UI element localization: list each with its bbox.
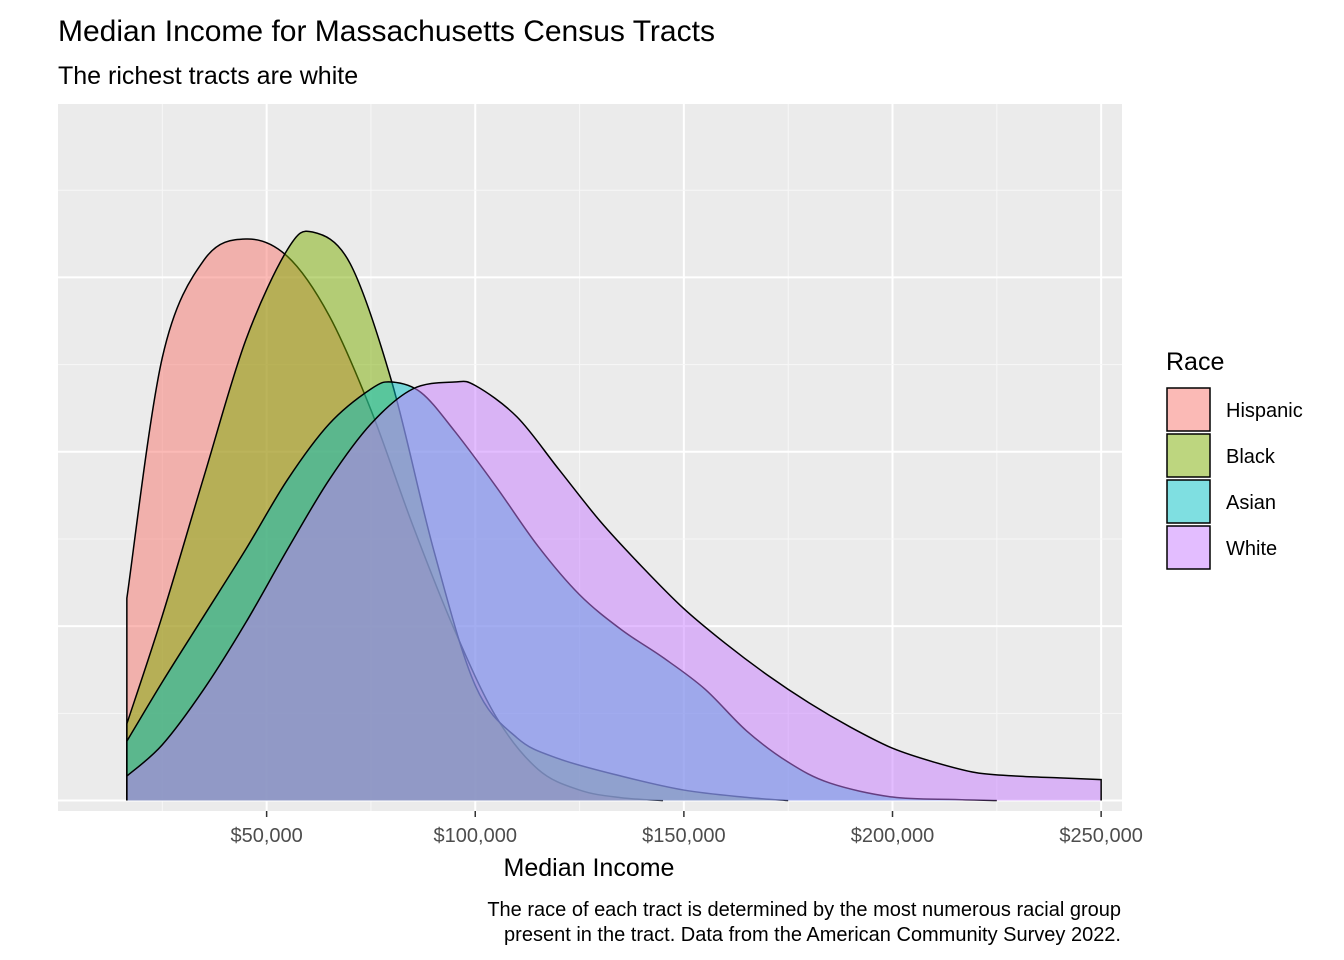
legend-label-black: Black <box>1226 446 1276 468</box>
legend-swatch-white <box>1166 525 1211 570</box>
x-tick-label: $200,000 <box>851 825 934 847</box>
density-areas <box>126 230 1102 802</box>
chart-title: Median Income for Massachusetts Census T… <box>58 15 715 48</box>
x-tick-label: $50,000 <box>230 825 302 847</box>
legend-label-hispanic: Hispanic <box>1226 400 1303 422</box>
density-area-white <box>126 381 1102 801</box>
legend: Race Hispanic Black Asian White <box>1166 348 1303 570</box>
legend-items: Hispanic Black Asian White <box>1166 387 1303 570</box>
density-outline-white <box>126 380 1102 801</box>
x-tick-label: $250,000 <box>1059 825 1142 847</box>
x-axis-ticks: $50,000 $100,000 $150,000 $200,000 $250,000 <box>230 811 1143 847</box>
legend-swatch-asian <box>1166 479 1211 524</box>
legend-label-white: White <box>1226 538 1277 560</box>
legend-title: Race <box>1166 348 1224 376</box>
chart-subtitle: The richest tracts are white <box>58 62 358 90</box>
legend-swatch-hispanic <box>1166 387 1211 432</box>
caption-line-2: present in the tract. Data from the Amer… <box>504 924 1121 946</box>
x-tick-label: $150,000 <box>642 825 725 847</box>
legend-label-asian: Asian <box>1226 492 1276 514</box>
x-axis-title: Median Income <box>504 854 675 882</box>
legend-swatch-black <box>1166 433 1211 478</box>
caption-line-1: The race of each tract is determined by … <box>487 899 1121 921</box>
x-tick-label: $100,000 <box>434 825 517 847</box>
